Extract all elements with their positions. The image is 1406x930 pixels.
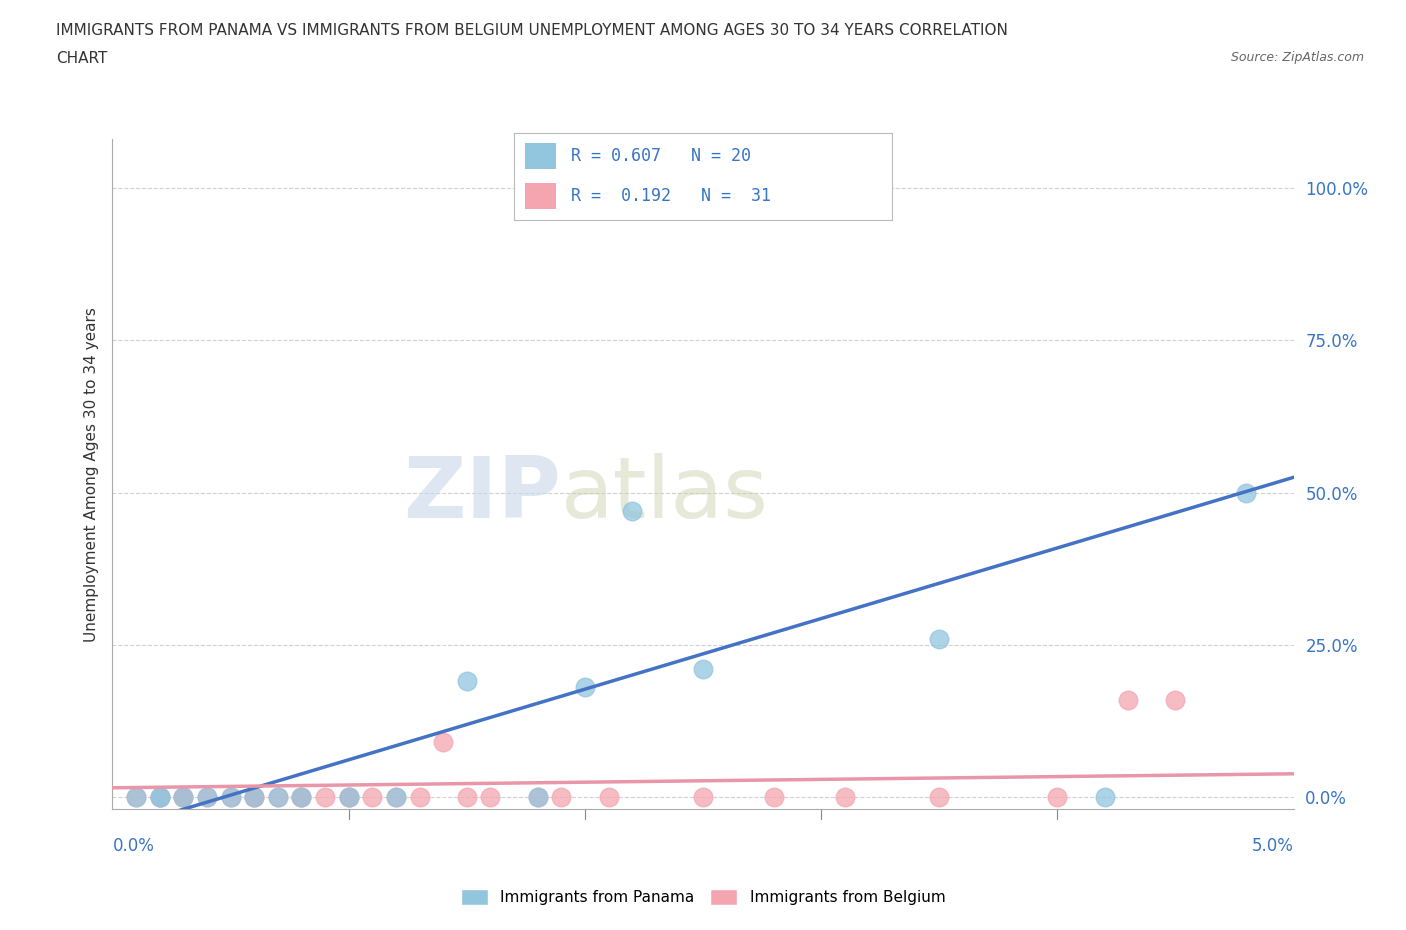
Point	[337, 790, 360, 804]
Point	[172, 790, 194, 804]
Point	[172, 790, 194, 804]
Point	[1164, 692, 1187, 707]
Point	[337, 790, 360, 804]
Legend: Immigrants from Panama, Immigrants from Belgium: Immigrants from Panama, Immigrants from …	[453, 882, 953, 913]
Bar	[526, 183, 555, 209]
Point	[456, 790, 478, 804]
Point	[479, 790, 502, 804]
Point	[149, 790, 172, 804]
Y-axis label: Unemployment Among Ages 30 to 34 years: Unemployment Among Ages 30 to 34 years	[83, 307, 98, 642]
Text: 0.0%: 0.0%	[112, 837, 155, 855]
Point	[526, 790, 548, 804]
Point	[692, 661, 714, 676]
Text: Source: ZipAtlas.com: Source: ZipAtlas.com	[1230, 51, 1364, 64]
Point	[408, 790, 430, 804]
Bar	[526, 143, 555, 169]
Text: 5.0%: 5.0%	[1251, 837, 1294, 855]
Point	[149, 790, 172, 804]
Point	[810, 180, 832, 195]
Text: CHART: CHART	[56, 51, 108, 66]
Point	[1046, 790, 1069, 804]
Point	[1094, 790, 1116, 804]
Point	[243, 790, 266, 804]
Point	[621, 503, 644, 518]
Point	[219, 790, 242, 804]
Point	[314, 790, 336, 804]
Point	[928, 631, 950, 646]
Point	[762, 790, 785, 804]
Point	[574, 680, 596, 695]
Point	[1234, 485, 1257, 500]
Point	[267, 790, 290, 804]
Text: R =  0.192   N =  31: R = 0.192 N = 31	[571, 187, 770, 206]
Point	[928, 790, 950, 804]
Point	[125, 790, 148, 804]
Point	[267, 790, 290, 804]
Point	[385, 790, 408, 804]
Text: ZIP: ZIP	[404, 453, 561, 536]
Point	[290, 790, 312, 804]
Point	[290, 790, 312, 804]
Point	[195, 790, 218, 804]
Point	[385, 790, 408, 804]
Point	[290, 790, 312, 804]
Point	[243, 790, 266, 804]
Point	[149, 790, 172, 804]
Text: R = 0.607   N = 20: R = 0.607 N = 20	[571, 147, 751, 166]
Text: IMMIGRANTS FROM PANAMA VS IMMIGRANTS FROM BELGIUM UNEMPLOYMENT AMONG AGES 30 TO : IMMIGRANTS FROM PANAMA VS IMMIGRANTS FRO…	[56, 23, 1008, 38]
Point	[456, 674, 478, 689]
Point	[526, 790, 548, 804]
Point	[195, 790, 218, 804]
Point	[834, 790, 856, 804]
Point	[219, 790, 242, 804]
Point	[361, 790, 384, 804]
Point	[337, 790, 360, 804]
Point	[149, 790, 172, 804]
Point	[243, 790, 266, 804]
Point	[125, 790, 148, 804]
Point	[432, 735, 454, 750]
Point	[598, 790, 620, 804]
Point	[172, 790, 194, 804]
Text: atlas: atlas	[561, 453, 769, 536]
Point	[692, 790, 714, 804]
Point	[1116, 692, 1139, 707]
Point	[550, 790, 572, 804]
